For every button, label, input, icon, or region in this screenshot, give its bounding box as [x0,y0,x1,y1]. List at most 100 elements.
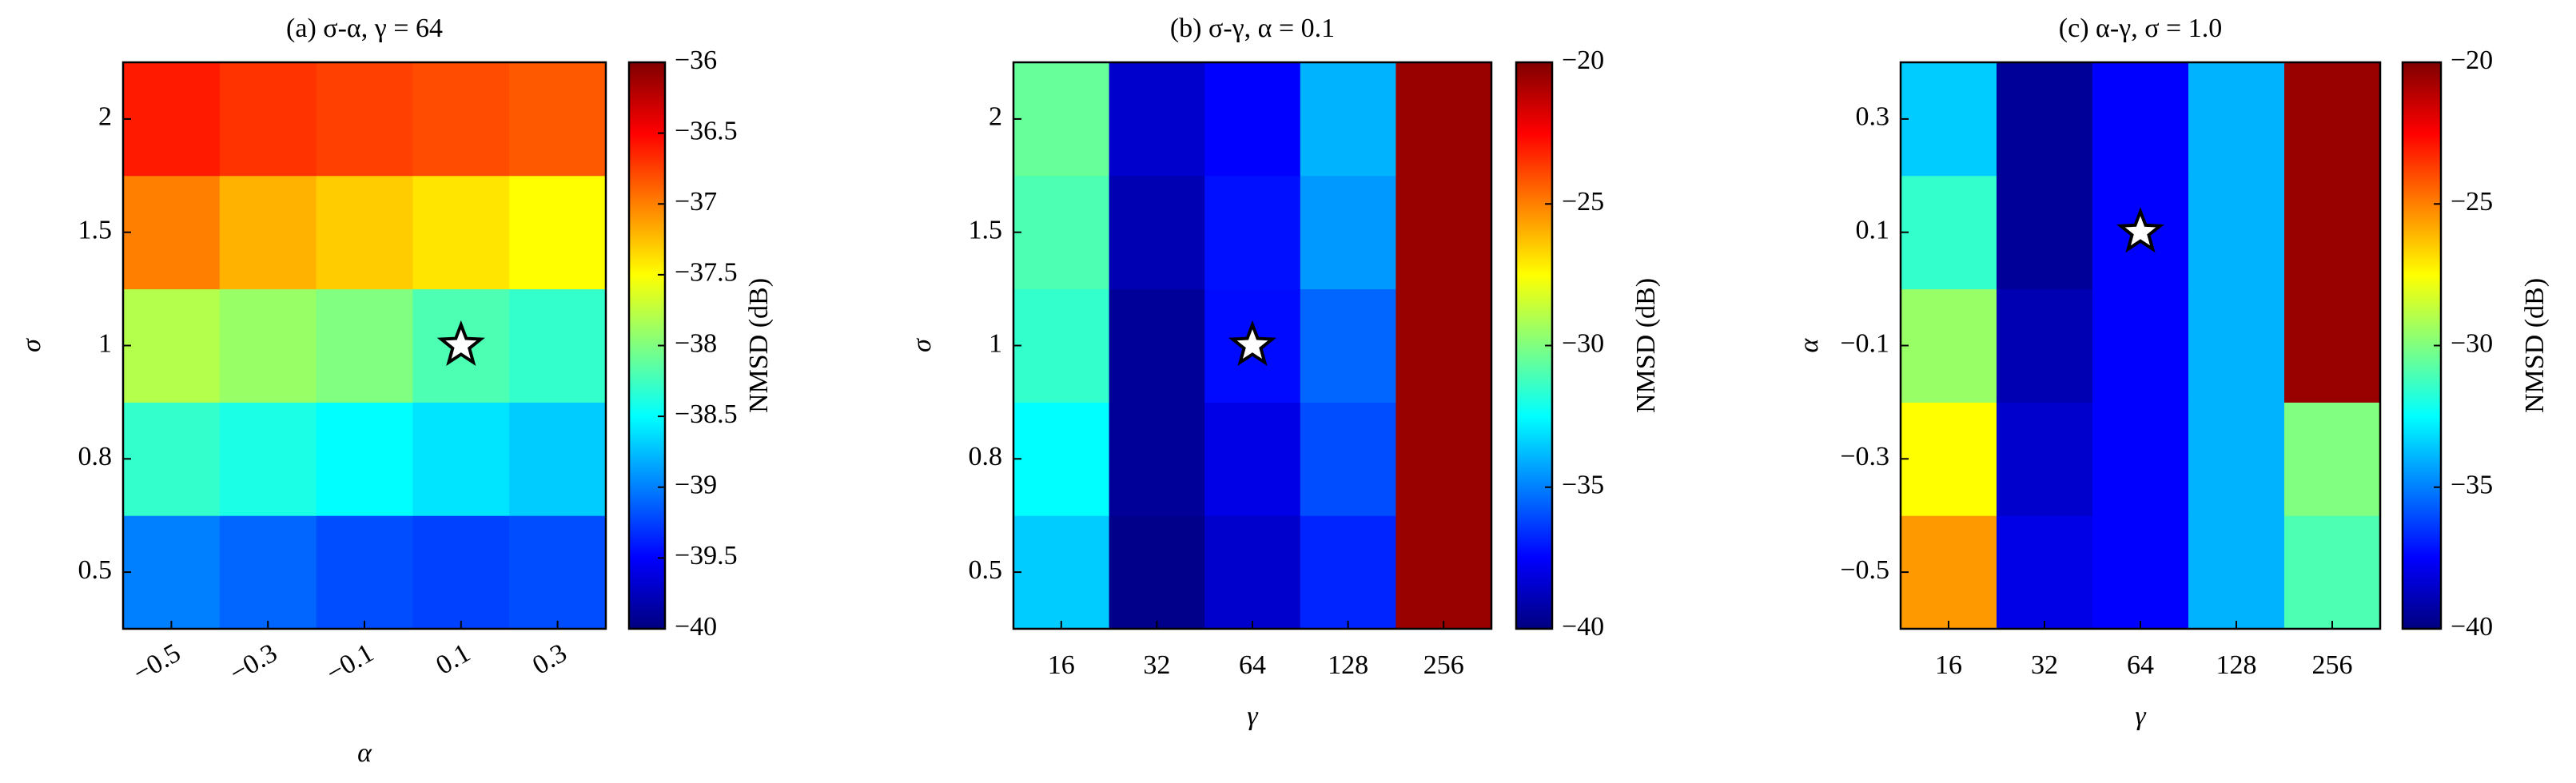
y-tick-label: 2 [989,102,1002,132]
x-axis-label: γ [1247,702,1259,731]
heatmap-cell [2284,515,2381,630]
y-tick-label: −0.5 [1840,555,1889,585]
heatmap-cell [412,402,510,516]
heatmap-cell [316,515,413,630]
heatmap-cell [1300,402,1396,516]
chart-title: (a) σ-α, γ = 64 [286,14,443,43]
y-tick-label: 0.5 [78,555,113,585]
heatmap-cell [509,402,607,516]
heatmap-cell [2284,288,2381,403]
heatmap-cell [316,288,413,403]
heatmap-cell [1901,288,1997,403]
heatmap-cell [316,175,413,290]
heatmap-cell [1204,402,1301,516]
heatmap-cell [1901,515,1997,630]
x-tick-label: 32 [2031,650,2058,680]
heatmap-cell [123,288,221,403]
heatmap-cell [1997,175,2093,290]
heatmap-cell [1013,62,1110,177]
heatmap-cell [123,402,221,516]
y-tick-label: −0.1 [1840,328,1889,358]
y-tick-label: −0.3 [1840,442,1889,471]
heatmap-cell [1013,288,1110,403]
x-tick-label: 16 [1935,650,1962,680]
heatmap-cell [1204,175,1301,290]
colorbar-tick-label: −36 [675,46,717,75]
heatmap-cell [1997,515,2093,630]
heatmap-cell [1109,402,1205,516]
y-tick-label: 0.1 [1856,215,1890,244]
heatmap-cell [1013,175,1110,290]
y-tick-label: 1 [989,328,1002,358]
y-tick-label: 1.5 [78,215,113,244]
heatmap-cell [2092,402,2189,516]
colorbar-tick-label: −36.5 [675,116,738,145]
heatmap-cell [123,515,221,630]
heatmap-cell [1013,402,1110,516]
x-axis-label: γ [2135,702,2147,731]
heatmap-cell [1204,62,1301,177]
heatmap-cell [219,62,317,177]
optimum-star [436,320,485,367]
x-tick-label: 256 [1423,650,1464,680]
heatmap-cell [2188,175,2285,290]
heatmap-cell [219,288,317,403]
heatmap-cell [1300,288,1396,403]
colorbar-tick-label: −40 [675,612,717,642]
y-axis-label: σ [907,338,937,352]
y-axis-label: α [1794,337,1824,352]
x-tick-label: 64 [1239,650,1266,680]
heatmap-cell [2188,288,2285,403]
colorbar-tick-label: −35 [2451,471,2493,500]
heatmap-cell [1300,175,1396,290]
heatmap-cell [2092,288,2189,403]
heatmap-cell [509,515,607,630]
optimum-star [2116,207,2165,253]
heatmap-cell [509,288,607,403]
heatmap-cell [2284,402,2381,516]
colorbar-tick-label: −35 [1562,471,1604,500]
x-tick-label: 128 [2216,650,2257,680]
heatmap-cell [316,62,413,177]
x-tick-label: 256 [2312,650,2353,680]
heatmap-cell [1109,62,1205,177]
heatmap-cell [316,402,413,516]
heatmap-cell [2188,402,2285,516]
heatmap-cell [1901,175,1997,290]
heatmap-cell [1395,62,1492,177]
heatmap-cell [1395,175,1492,290]
x-tick-label: 64 [2127,650,2154,680]
heatmap-cell [1901,402,1997,516]
chart-title: (c) α-γ, σ = 1.0 [2059,14,2222,43]
heatmap-cell [2188,62,2285,177]
y-axis-label: σ [17,338,46,352]
x-tick-label: −0.5 [128,638,185,689]
y-tick-label: 1 [98,328,112,358]
colorbar-label: NMSD (dB) [744,278,774,413]
y-tick-label: 0.3 [1856,102,1890,132]
heatmap-cell [2092,62,2189,177]
colorbar-tick-label: −30 [2451,328,2493,358]
colorbar-tick-label: −40 [1562,612,1604,642]
heatmap-cell [1395,515,1492,630]
heatmap-cell [2284,62,2381,177]
y-tick-label: 0.5 [969,555,1003,585]
colorbar-label: NMSD (dB) [2520,278,2550,413]
heatmap-cell [1997,402,2093,516]
colorbar-tick-label: −37.5 [675,258,738,288]
colorbar-tick-label: −38 [675,328,717,358]
colorbar-label: NMSD (dB) [1631,278,1661,413]
heatmap-cell [219,515,317,630]
chart-title: (b) σ-γ, α = 0.1 [1170,14,1335,43]
optimum-star [1228,320,1277,367]
colorbar-tick-label: −25 [1562,187,1604,217]
y-tick-label: 0.8 [969,442,1003,471]
heatmap-cell [412,175,510,290]
heatmap-cell [1109,515,1205,630]
x-axis-label: α [357,738,372,768]
colorbar-tick-label: −40 [2451,612,2493,642]
colorbar-tick-label: −38.5 [675,399,738,429]
heatmap-cell [1300,515,1396,630]
x-tick-label: 32 [1143,650,1170,680]
